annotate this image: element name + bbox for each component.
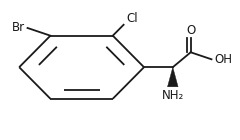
Text: OH: OH	[214, 53, 232, 66]
Text: Cl: Cl	[126, 12, 138, 25]
Text: O: O	[186, 24, 195, 37]
Polygon shape	[168, 67, 178, 87]
Text: NH₂: NH₂	[162, 89, 184, 102]
Text: Br: Br	[12, 21, 25, 34]
